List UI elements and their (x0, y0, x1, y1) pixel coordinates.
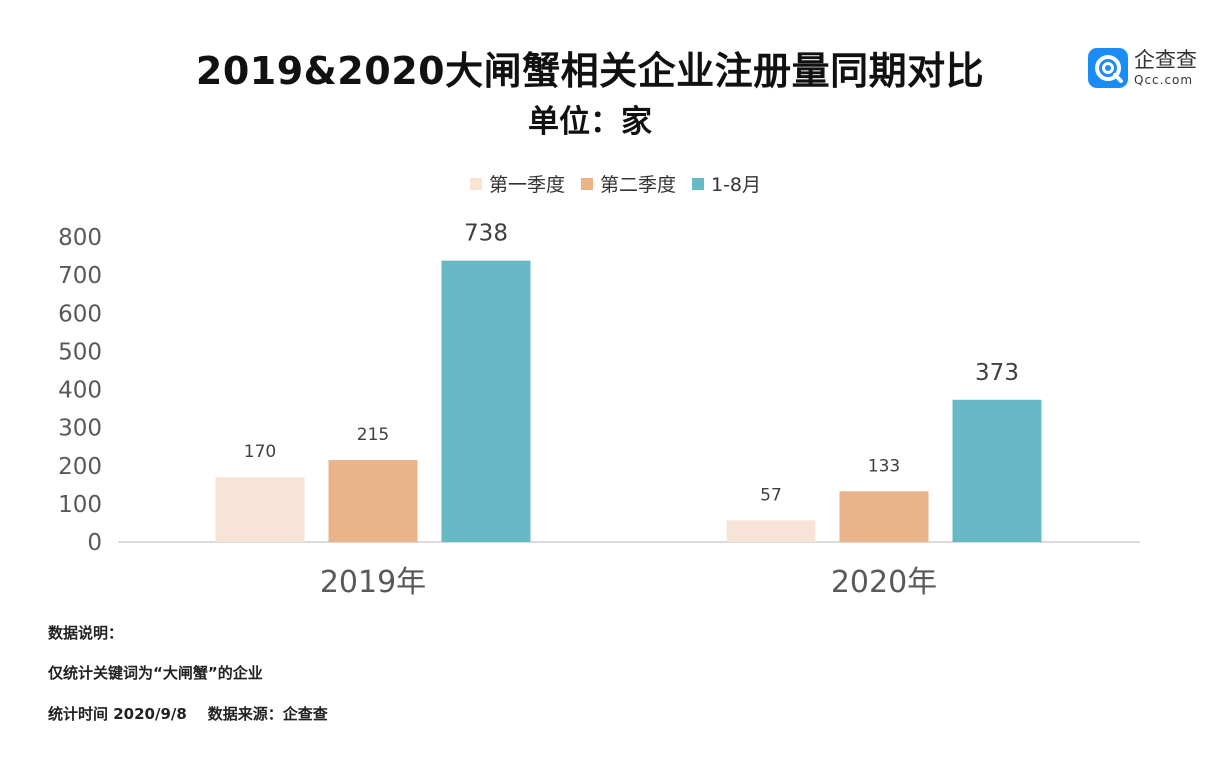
logo-q-icon (1088, 48, 1128, 88)
chart-title: 2019&2020大闸蟹相关企业注册量同期对比 (195, 49, 985, 93)
bar (215, 477, 305, 542)
bar (328, 460, 418, 542)
data-label: 170 (244, 442, 276, 462)
legend-item-q1: 第一季度 (469, 170, 565, 197)
data-label: 133 (868, 456, 900, 476)
legend-item-q2: 第二季度 (580, 170, 676, 197)
y-tick-label: 200 (58, 454, 102, 480)
y-tick-label: 100 (58, 492, 102, 518)
y-tick-label: 800 (58, 225, 102, 251)
bar (726, 520, 816, 542)
legend-label-q2: 第二季度 (599, 174, 676, 196)
brand-logo: 企查查 Qcc.com (1088, 48, 1208, 88)
logo-domain: Qcc.com (1134, 73, 1194, 87)
legend-swatch-q1 (469, 177, 482, 190)
chart-legend: 第一季度 第二季度 1-8月 (0, 170, 1231, 197)
data-label: 215 (357, 425, 389, 445)
x-tick-label: 2020年 (831, 565, 937, 600)
bar (952, 399, 1042, 542)
notes-heading: 数据说明： (48, 624, 124, 642)
x-tick-label: 2019年 (320, 565, 426, 600)
data-label: 57 (760, 485, 782, 505)
bar (441, 260, 531, 542)
notes-scope: 仅统计关键词为“大闸蟹”的企业 (48, 664, 263, 682)
y-tick-label: 700 (58, 263, 102, 289)
y-tick-label: 0 (87, 530, 102, 556)
legend-swatch-q2 (580, 177, 593, 190)
bar (839, 491, 929, 542)
data-label: 373 (975, 360, 1019, 386)
legend-swatch-jan-aug (691, 177, 704, 190)
legend-item-jan-aug: 1-8月 (691, 170, 762, 197)
data-label: 738 (464, 221, 508, 247)
legend-label-jan-aug: 1-8月 (710, 174, 762, 196)
notes-source: 统计时间 2020/9/8 数据来源：企查查 (48, 705, 328, 723)
y-tick-label: 300 (58, 416, 102, 442)
y-tick-label: 400 (58, 378, 102, 404)
legend-label-q1: 第一季度 (488, 174, 565, 196)
y-tick-label: 600 (58, 301, 102, 327)
y-tick-label: 500 (58, 339, 102, 365)
chart-subtitle: 单位：家 (528, 104, 652, 140)
logo-text: 企查查 (1134, 48, 1197, 72)
